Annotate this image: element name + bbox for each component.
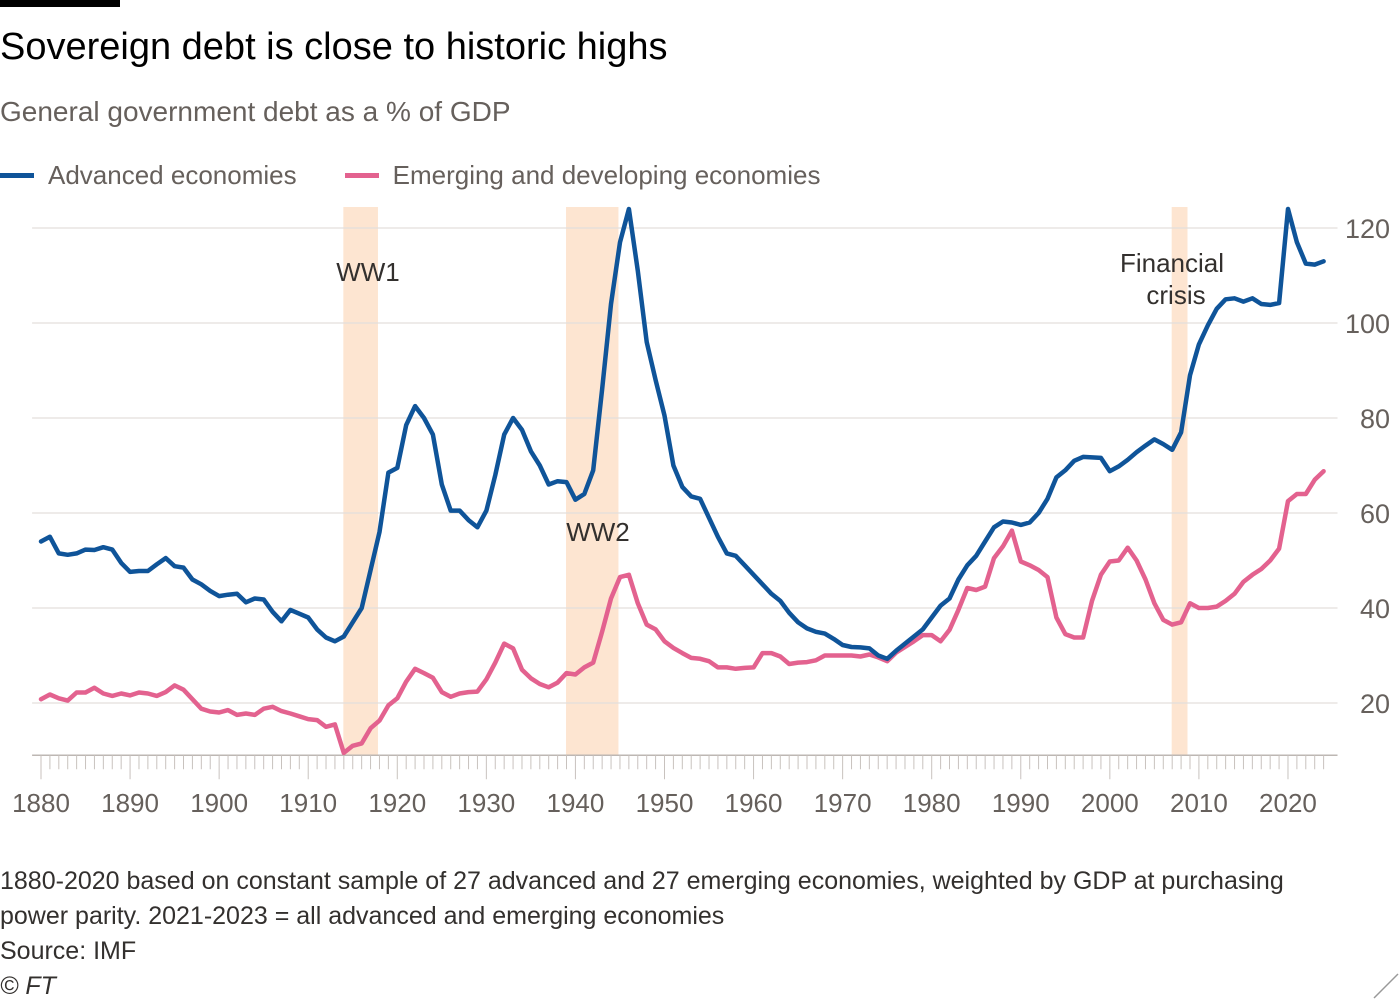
- footnote: 1880-2020 based on constant sample of 27…: [0, 864, 1284, 1004]
- y-tick-label-40: 40: [1360, 594, 1390, 624]
- x-tick-label-1980: 1980: [903, 788, 961, 818]
- x-tick-label-1950: 1950: [636, 788, 694, 818]
- y-tick-label-120: 120: [1345, 214, 1390, 244]
- annotation-ww1: WW1: [336, 257, 400, 287]
- x-tick-label-1960: 1960: [725, 788, 783, 818]
- note-line-2: power parity. 2021-2023 = all advanced a…: [0, 899, 1284, 934]
- x-tick-label-1880: 1880: [12, 788, 70, 818]
- shaded-band-0: [343, 207, 378, 755]
- x-tick-label-1970: 1970: [814, 788, 872, 818]
- x-tick-label-1930: 1930: [457, 788, 515, 818]
- y-tick-label-60: 60: [1360, 499, 1390, 529]
- y-tick-label-80: 80: [1360, 404, 1390, 434]
- x-tick-label-2000: 2000: [1081, 788, 1139, 818]
- annotation-financial-crisis-line1: Financial: [1120, 248, 1224, 278]
- x-tick-label-1920: 1920: [368, 788, 426, 818]
- x-tick-label-2010: 2010: [1170, 788, 1228, 818]
- x-tick-label-2020: 2020: [1259, 788, 1317, 818]
- annotation-financial-crisis-line2: crisis: [1146, 280, 1205, 310]
- credit: © FT: [0, 969, 1284, 1004]
- x-tick-label-1890: 1890: [101, 788, 159, 818]
- annotation-ww2: WW2: [566, 517, 630, 547]
- source: Source: IMF: [0, 934, 1284, 969]
- y-tick-label-100: 100: [1345, 309, 1390, 339]
- resize-grip-icon: [1370, 970, 1400, 1000]
- x-tick-label-1900: 1900: [190, 788, 248, 818]
- x-tick-label-1910: 1910: [279, 788, 337, 818]
- note-line-1: 1880-2020 based on constant sample of 27…: [0, 864, 1284, 899]
- y-tick-label-20: 20: [1360, 689, 1390, 719]
- x-tick-label-1940: 1940: [546, 788, 604, 818]
- x-tick-label-1990: 1990: [992, 788, 1050, 818]
